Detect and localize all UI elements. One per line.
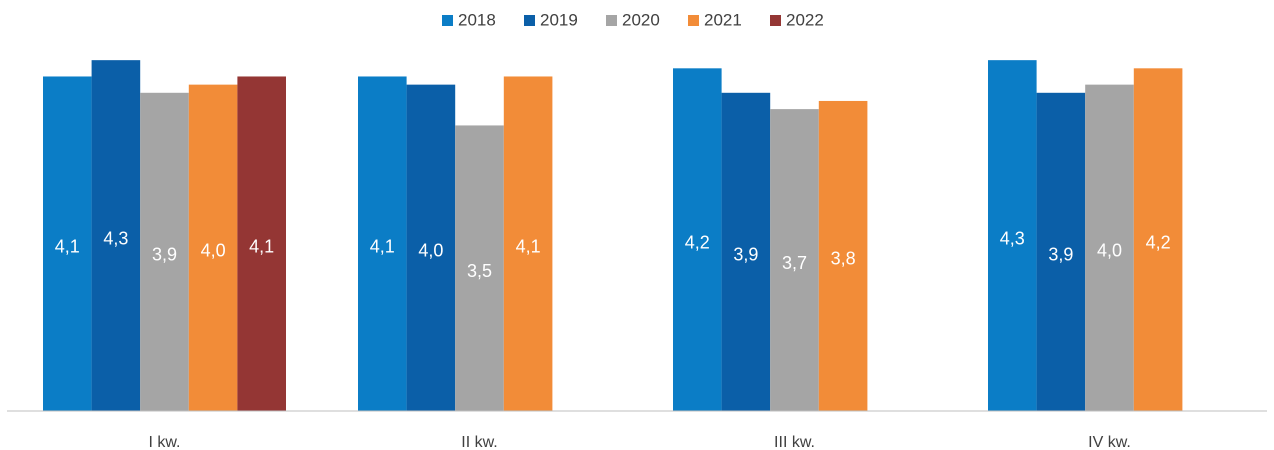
x-tick-label: III kw. xyxy=(774,434,815,450)
data-label: 4,0 xyxy=(201,241,226,261)
legend-swatch xyxy=(688,15,699,26)
data-label: 3,7 xyxy=(782,253,807,273)
bar xyxy=(503,76,553,412)
data-label: 3,9 xyxy=(1048,245,1073,265)
bar xyxy=(770,109,819,411)
bar xyxy=(91,60,141,412)
bar xyxy=(406,84,456,412)
x-tick-label: I kw. xyxy=(148,434,180,450)
bar xyxy=(1133,68,1183,412)
data-label: 4,1 xyxy=(516,236,541,256)
bar xyxy=(721,92,771,411)
legend-swatch xyxy=(524,15,535,26)
data-label: 3,5 xyxy=(467,261,492,281)
bar xyxy=(818,100,868,412)
data-label: 4,0 xyxy=(1097,241,1122,261)
bar xyxy=(988,60,1037,412)
data-label: 3,8 xyxy=(831,249,856,269)
legend-swatch xyxy=(770,15,781,26)
legend-label: 2019 xyxy=(540,10,578,29)
legend-label: 2020 xyxy=(622,10,660,29)
data-label: 4,1 xyxy=(55,236,80,256)
bar xyxy=(140,92,189,411)
bar xyxy=(1085,84,1134,412)
data-label: 4,3 xyxy=(1000,228,1025,248)
data-label: 3,9 xyxy=(733,245,758,265)
bar xyxy=(43,76,92,412)
bar xyxy=(188,84,238,412)
legend-swatch xyxy=(442,15,453,26)
legend-label: 2022 xyxy=(786,10,824,29)
data-label: 4,3 xyxy=(103,228,128,248)
data-label: 3,9 xyxy=(152,245,177,265)
legend-swatch xyxy=(606,15,617,26)
legend-label: 2021 xyxy=(704,10,742,29)
data-label: 4,2 xyxy=(1146,232,1171,252)
data-label: 4,1 xyxy=(370,236,395,256)
bar xyxy=(237,76,286,412)
bar xyxy=(673,68,722,412)
bar xyxy=(455,125,504,411)
x-tick-label: II kw. xyxy=(461,434,497,450)
x-tick-label: IV kw. xyxy=(1088,434,1131,450)
data-label: 4,0 xyxy=(418,241,443,261)
data-label: 4,1 xyxy=(249,236,274,256)
bar xyxy=(1036,92,1086,411)
legend-label: 2018 xyxy=(458,10,496,29)
data-label: 4,2 xyxy=(685,232,710,252)
bar xyxy=(358,76,407,412)
